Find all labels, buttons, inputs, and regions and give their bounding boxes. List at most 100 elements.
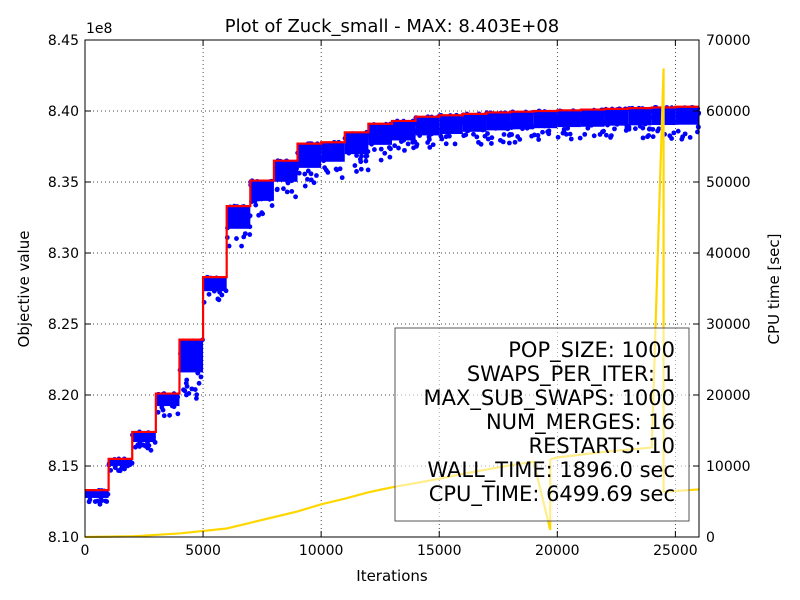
scatter-point: [505, 126, 510, 132]
scatter-point: [247, 224, 253, 230]
scatter-point: [357, 138, 362, 144]
scatter-point: [218, 277, 224, 282]
scatter-point: [289, 178, 294, 184]
scatter-point: [420, 128, 425, 134]
scatter-point: [260, 211, 266, 217]
x-tick-label: 20000: [535, 543, 580, 559]
scatter-point: [104, 499, 110, 504]
scatter-point: [129, 460, 135, 466]
scatter-point: [372, 147, 377, 152]
scatter-point: [621, 111, 626, 117]
y2-tick-label: 30000: [706, 317, 751, 333]
scatter-point: [285, 180, 291, 186]
scatter-point: [547, 116, 553, 122]
scatter-point: [386, 145, 392, 150]
scatter-point: [175, 411, 181, 417]
scatter-point: [614, 121, 620, 127]
scatter-point: [169, 401, 175, 407]
y-axis-label: Objective value: [15, 231, 33, 348]
scatter-point: [417, 133, 423, 138]
scatter-point: [556, 114, 562, 119]
scatter-point: [191, 365, 196, 371]
scatter-point: [290, 173, 296, 179]
scatter-point: [585, 125, 591, 131]
scatter-point: [352, 163, 358, 168]
scatter-point: [588, 115, 593, 121]
scatter-point: [519, 112, 525, 118]
scatter-point: [605, 118, 611, 124]
scatter-point: [141, 435, 146, 440]
scatter-point: [539, 119, 544, 125]
y-axis-multiplier: 1e8: [86, 21, 112, 37]
scatter-point: [490, 121, 496, 126]
scatter-point: [145, 439, 150, 445]
scatter-point: [302, 183, 308, 189]
scatter-point: [614, 109, 620, 115]
scatter-point: [482, 115, 488, 121]
scatter-point: [160, 407, 166, 413]
scatter-point: [626, 124, 632, 130]
scatter-point: [308, 171, 314, 177]
scatter-point: [207, 277, 213, 283]
scatter-point: [296, 170, 302, 176]
info-box-line: SWAPS_PER_ITER: 1: [467, 362, 675, 387]
scatter-point: [420, 118, 426, 124]
scatter-point: [339, 175, 345, 181]
scatter-point: [266, 180, 272, 186]
scatter-point: [91, 492, 97, 498]
scatter-point: [186, 349, 192, 355]
scatter-point: [347, 137, 352, 142]
scatter-point: [163, 397, 169, 402]
scatter-point: [498, 123, 504, 129]
scatter-point: [515, 134, 521, 139]
scatter-point: [642, 121, 648, 127]
scatter-point: [233, 207, 239, 213]
scatter-point: [242, 231, 248, 237]
scatter-point: [135, 432, 141, 438]
scatter-point: [489, 135, 495, 141]
scatter-point: [263, 187, 269, 192]
scatter-point: [354, 153, 359, 158]
scatter-point: [323, 146, 329, 152]
scatter-point: [425, 140, 431, 145]
scatter-point: [430, 142, 436, 148]
scatter-point: [368, 140, 374, 145]
scatter-point: [485, 131, 490, 136]
scatter-point: [363, 154, 369, 159]
scatter-point: [581, 112, 587, 117]
scatter-point: [449, 117, 455, 122]
scatter-point: [476, 139, 481, 145]
scatter-point: [582, 131, 588, 137]
scatter-point: [313, 148, 318, 154]
scatter-point: [226, 243, 232, 249]
scatter-point: [152, 439, 158, 445]
scatter-point: [274, 172, 280, 178]
scatter-point: [137, 439, 143, 445]
scatter-point: [253, 202, 259, 208]
scatter-point: [353, 142, 359, 148]
y2-tick-label: 40000: [706, 246, 751, 262]
scatter-point: [382, 150, 388, 156]
scatter-point: [645, 108, 651, 114]
scatter-point: [671, 130, 677, 136]
scatter-point: [184, 392, 189, 398]
scatter-point: [463, 132, 469, 138]
scatter-point: [540, 129, 545, 135]
scatter-point: [401, 137, 407, 143]
scatter-point: [195, 354, 201, 360]
y-tick-label: 8.35: [48, 175, 79, 191]
scatter-point: [429, 131, 434, 137]
scatter-point: [196, 380, 202, 386]
info-box-frame: [394, 327, 690, 522]
scatter-point: [95, 498, 101, 504]
scatter-point: [117, 468, 123, 474]
y2-tick-label: 60000: [706, 104, 751, 120]
scatter-point: [325, 156, 331, 162]
y2-tick-label: 70000: [706, 33, 751, 49]
scatter-point: [440, 117, 446, 123]
scatter-point: [465, 128, 471, 133]
scatter-point: [234, 236, 239, 241]
scatter-point: [645, 112, 651, 118]
scatter-point: [640, 135, 646, 141]
scatter-point: [216, 297, 222, 303]
